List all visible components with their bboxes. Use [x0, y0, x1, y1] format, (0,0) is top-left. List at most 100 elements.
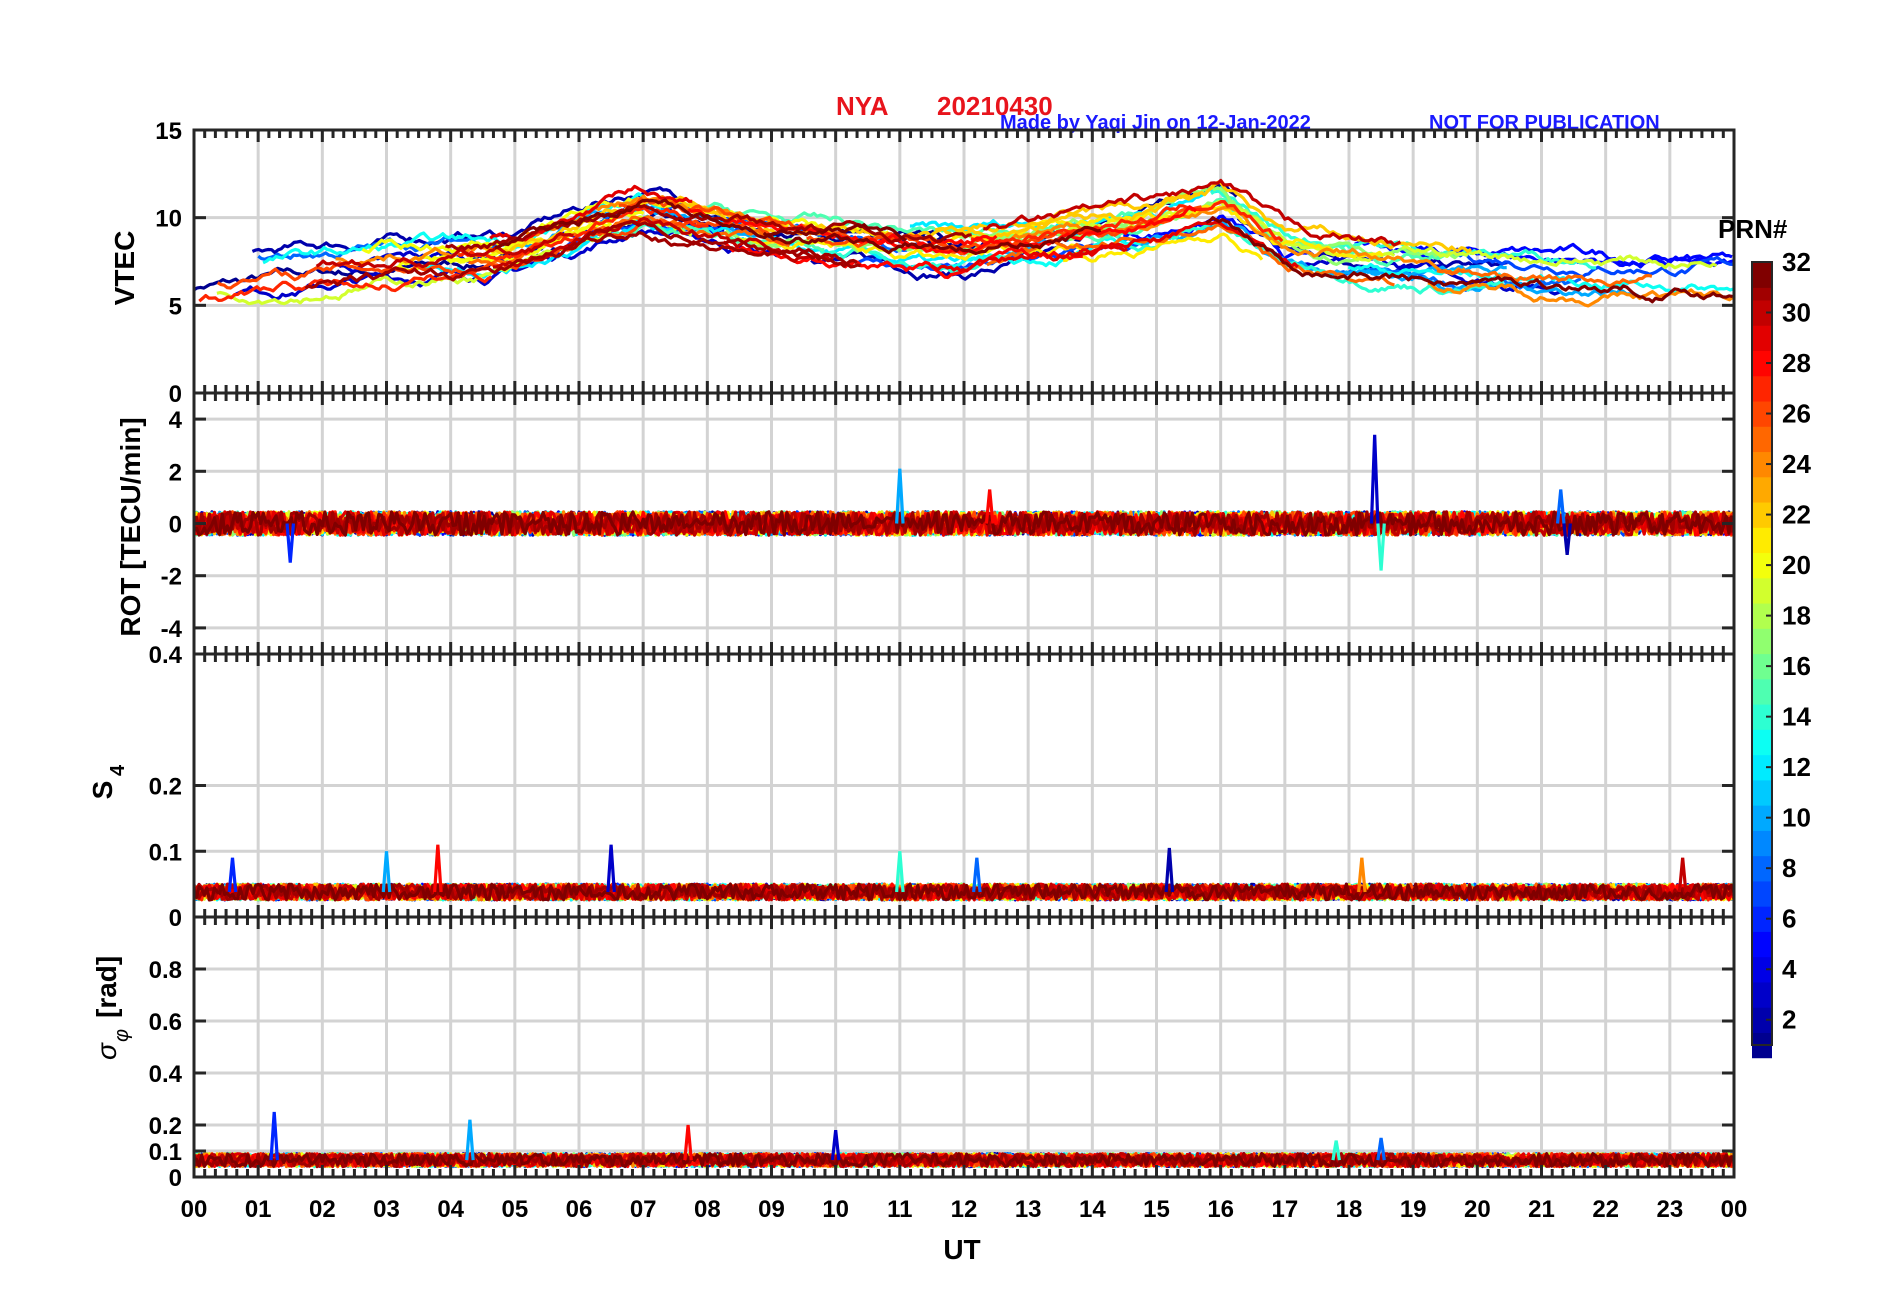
- x-tick-label: 14: [1079, 1196, 1106, 1223]
- spike-mark: [227, 857, 238, 893]
- colorbar-tick-label: 24: [1782, 449, 1811, 479]
- vtec-ylabel: VTEC: [109, 231, 140, 306]
- spike-mark: [830, 1130, 841, 1161]
- s4-ylabel-main: S: [87, 781, 118, 800]
- colorbar-tick-label: 16: [1782, 651, 1811, 681]
- colorbar-tick-label: 22: [1782, 500, 1811, 530]
- prn-28-series: [722, 240, 1083, 280]
- spike-mark: [1555, 489, 1566, 524]
- colorbar-tick-label: 30: [1782, 298, 1811, 328]
- prn-27-series: [458, 206, 709, 261]
- prn-32-series: [194, 1151, 1734, 1169]
- prn-13-series: [936, 235, 1150, 272]
- colorbar-swatch: [1752, 704, 1772, 730]
- prn-32-series: [1205, 216, 1733, 304]
- spike-mark: [1376, 1137, 1386, 1161]
- colorbar-tick-label: 8: [1782, 853, 1796, 883]
- spike-mark: [972, 857, 982, 893]
- prn-32-series: [762, 225, 1102, 255]
- x-tick-label: 05: [501, 1196, 528, 1223]
- spike-mark: [683, 1124, 693, 1161]
- colorbar-swatch: [1752, 426, 1772, 453]
- panel-rot: -4 -2 0 2 4: [161, 391, 1736, 656]
- prn-8-series: [257, 236, 506, 261]
- colorbar-tick-label: 6: [1782, 904, 1796, 934]
- colorbar-tick-label: 20: [1782, 550, 1811, 580]
- sigma-ylabel: σ φ [rad]: [91, 956, 133, 1060]
- prn-29-series: [1073, 220, 1299, 269]
- x-tick-label: 01: [245, 1196, 272, 1223]
- colorbar-swatch: [1752, 451, 1772, 478]
- spike-mark: [1376, 523, 1386, 571]
- prn-7-series: [1443, 251, 1734, 279]
- spike-mark: [895, 468, 905, 524]
- panel-vtec: 0 5 10 15: [155, 118, 1736, 408]
- prn-22-series: [934, 180, 1472, 254]
- x-tick-label: 11: [887, 1196, 912, 1223]
- x-tick-label: 16: [1207, 1196, 1234, 1223]
- y-tick-label: 0.4: [149, 642, 183, 669]
- colorbar-swatch: [1752, 729, 1772, 756]
- colorbar-swatch: [1752, 262, 1772, 288]
- prn-30-series: [315, 232, 574, 269]
- x-tick-label: 07: [630, 1196, 657, 1223]
- y-tick-label: 2: [169, 459, 182, 486]
- spike-mark: [381, 851, 392, 893]
- colorbar-swatch: [1752, 931, 1772, 958]
- colorbar-tick-label: 28: [1782, 348, 1811, 378]
- y-tick-label: 0.2: [149, 1113, 182, 1140]
- y-tick-label: 0.8: [149, 957, 182, 984]
- x-tick-label: 19: [1400, 1196, 1427, 1223]
- y-tick-label: 10: [155, 206, 182, 233]
- x-tick-label: 12: [951, 1196, 978, 1223]
- spike-mark: [606, 844, 616, 893]
- colorbar-swatch: [1752, 299, 1772, 326]
- colorbar-swatch: [1752, 678, 1772, 705]
- y-tick-label: 4: [169, 407, 183, 434]
- spike-mark: [1164, 847, 1175, 893]
- x-tick-label: 15: [1143, 1196, 1170, 1223]
- series-group: [194, 844, 1734, 902]
- colorbar-tick-label: 12: [1782, 752, 1811, 782]
- colorbar-tick-label: 10: [1782, 803, 1811, 833]
- colorbar-swatch: [1752, 805, 1772, 831]
- sigma-ylabel-main: σ: [91, 1042, 122, 1060]
- colorbar-title: PRN#: [1718, 214, 1788, 244]
- prn-32-series: [194, 882, 1734, 902]
- spike-mark: [1562, 523, 1572, 555]
- colorbar-swatch: [1752, 880, 1772, 907]
- x-tick-label: 06: [566, 1196, 593, 1223]
- panel-sigma_phi: 00.10.2 0.4 0.6 0.8: [149, 915, 1736, 1192]
- spike-mark: [1369, 434, 1380, 524]
- spike-mark: [433, 844, 443, 893]
- y-tick-label: 0.4: [149, 1061, 183, 1088]
- colorbar-tick-label: 2: [1782, 1005, 1796, 1035]
- y-tick-label: 0: [169, 512, 182, 539]
- colorbar-tick-label: 18: [1782, 601, 1811, 631]
- colorbar-swatch: [1752, 1007, 1772, 1033]
- s4-ylabel-sub: 4: [107, 764, 129, 776]
- colorbar-swatch: [1752, 325, 1772, 352]
- sigma-ylabel-sub: φ: [111, 1029, 133, 1042]
- y-tick-label: 5: [169, 293, 182, 320]
- colorbar-swatch: [1752, 375, 1772, 402]
- y-tick-label: -2: [161, 564, 182, 591]
- spike-mark: [895, 851, 905, 893]
- rot-ylabel: ROT [TECU/min]: [115, 417, 146, 636]
- x-tick-label: 21: [1528, 1196, 1555, 1223]
- colorbar-swatch: [1752, 754, 1772, 781]
- colorbar-swatch: [1752, 981, 1772, 1008]
- colorbar-swatch: [1752, 956, 1772, 983]
- x-tick-label: 23: [1656, 1196, 1683, 1223]
- prn-32-series: [494, 198, 907, 250]
- colorbar-swatch: [1752, 602, 1772, 629]
- x-tick-label: 03: [373, 1196, 400, 1223]
- colorbar-tick-label: 4: [1782, 954, 1797, 984]
- colorbar-swatch: [1752, 527, 1772, 554]
- sigma-ylabel-unit: [rad]: [91, 956, 122, 1018]
- spike-mark: [269, 1111, 280, 1161]
- x-tick-label: 20: [1464, 1196, 1491, 1223]
- spike-mark: [984, 489, 995, 524]
